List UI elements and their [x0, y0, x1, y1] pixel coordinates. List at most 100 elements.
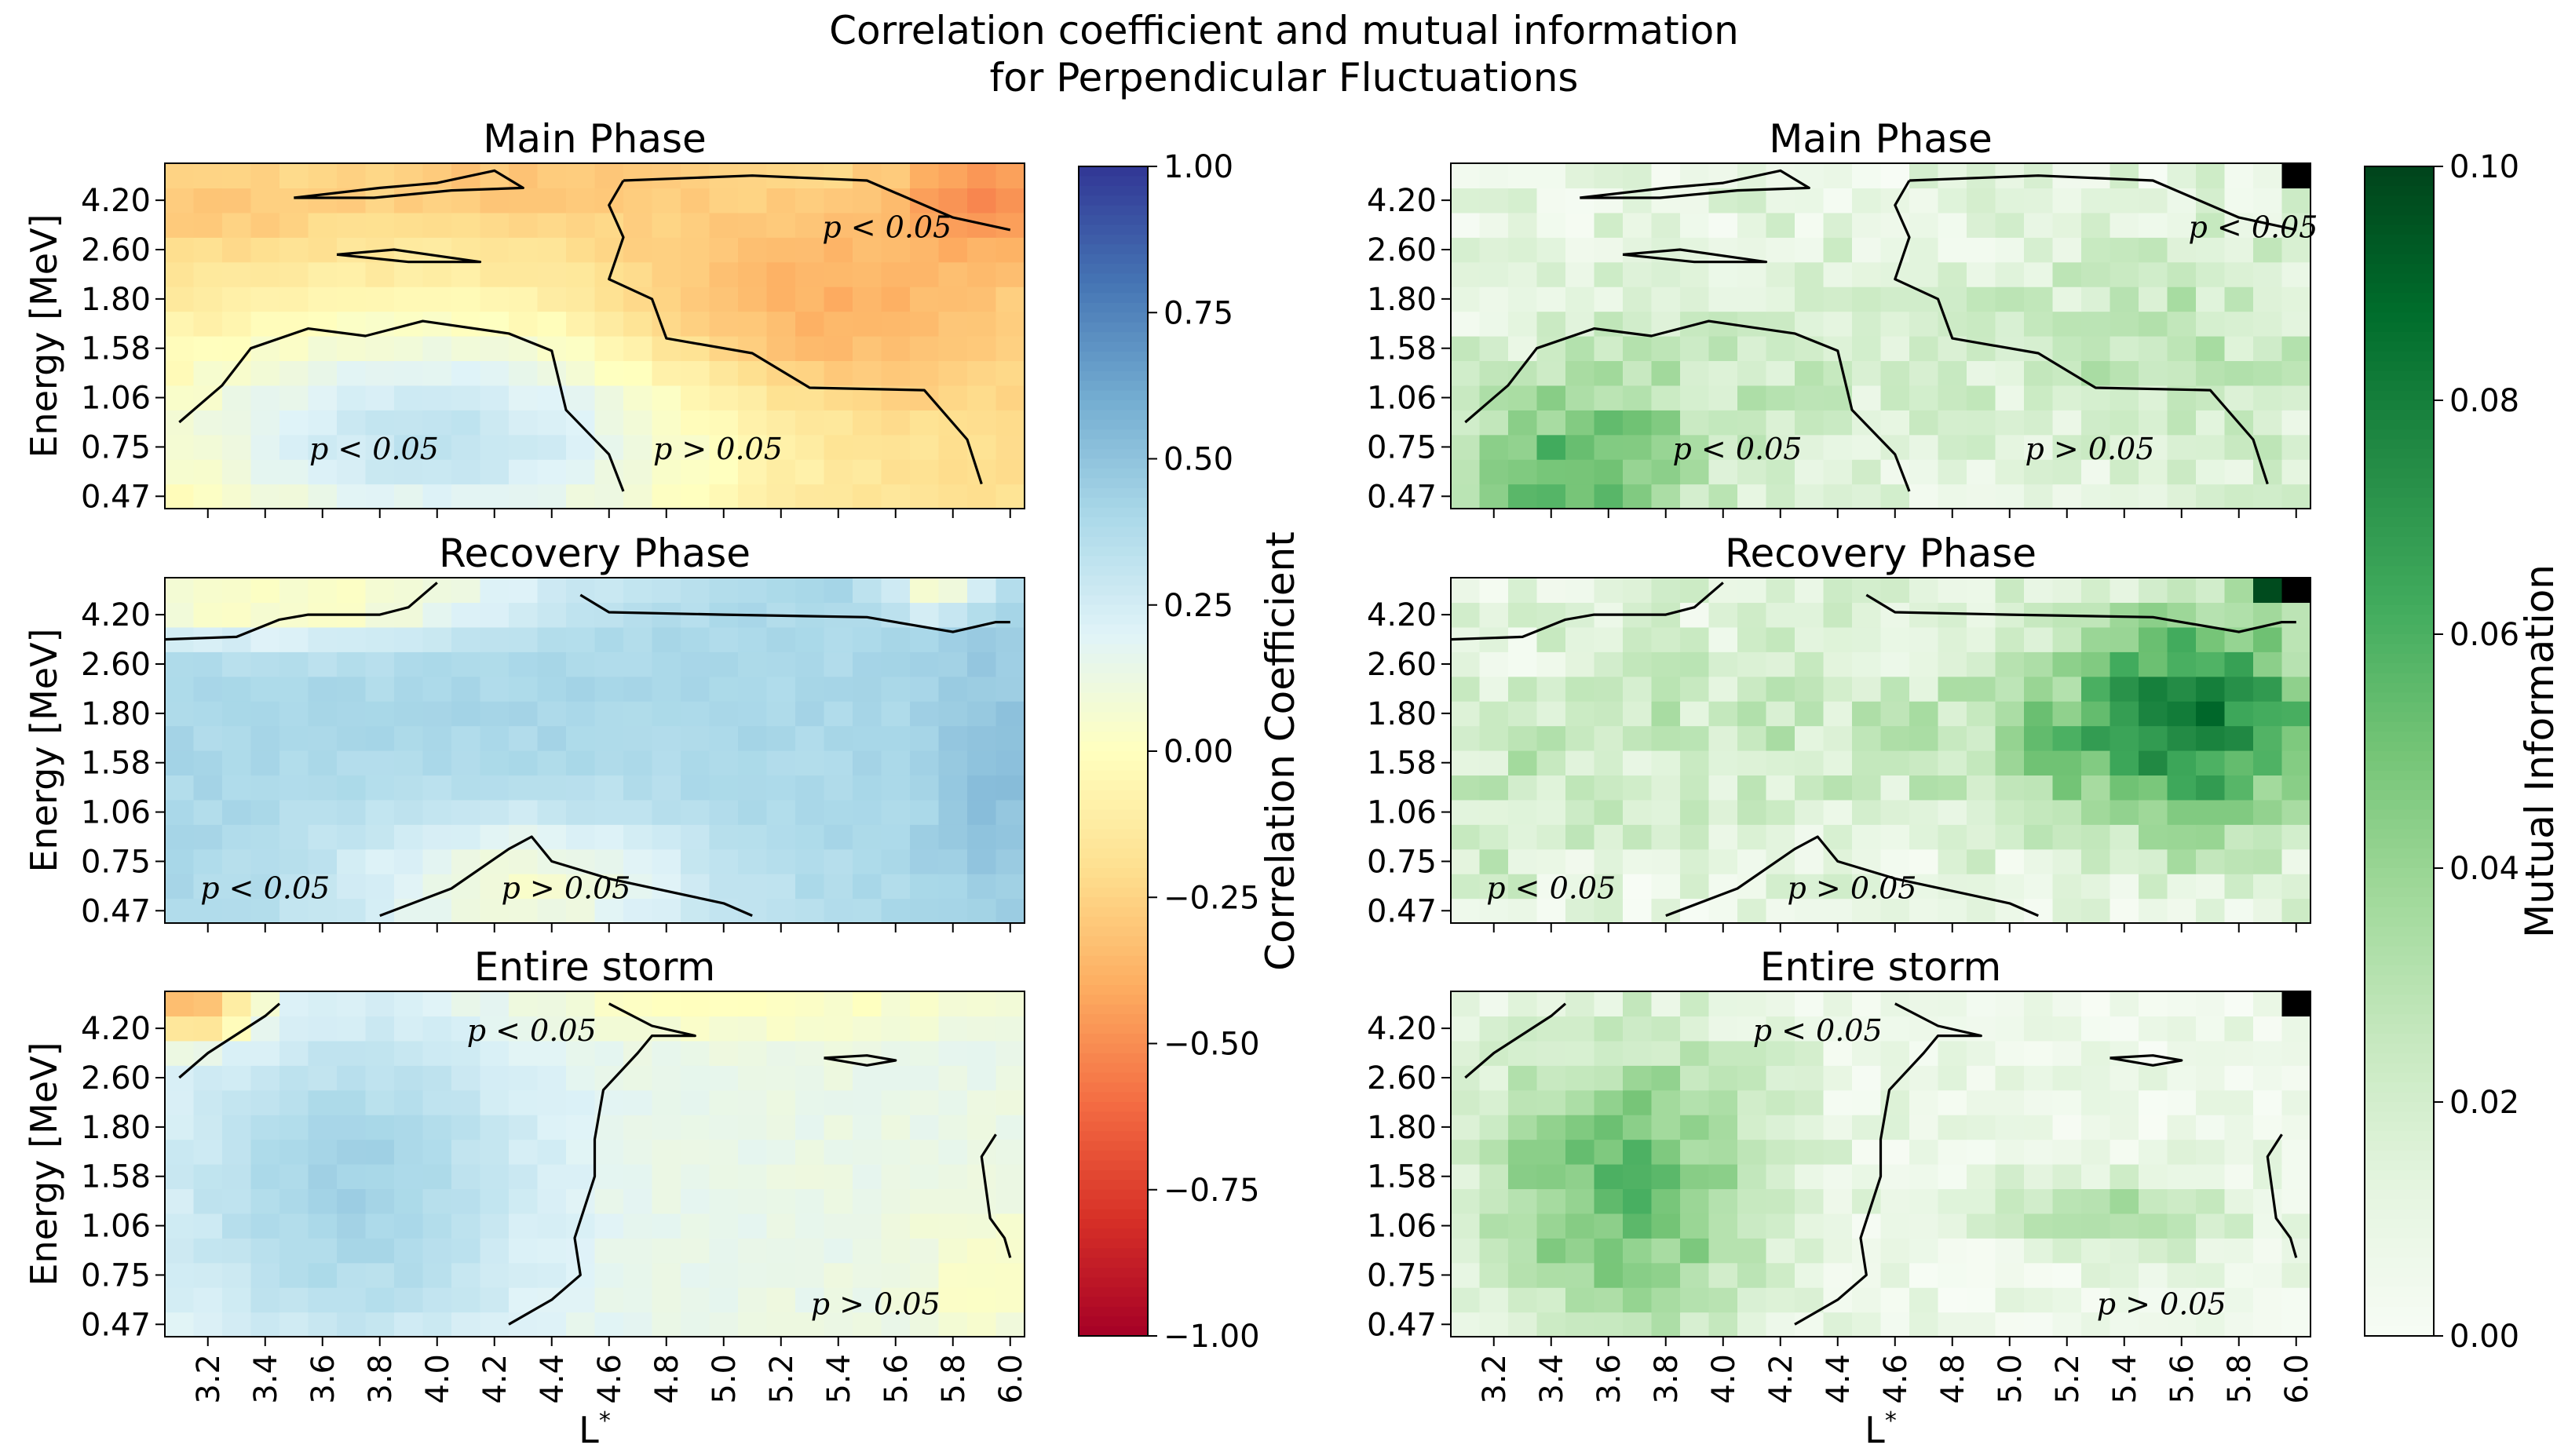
heatmap-cell: [2224, 484, 2254, 509]
heatmap-cell: [337, 1213, 367, 1239]
heatmap-cell: [766, 261, 796, 287]
significance-contour: [1909, 174, 2297, 232]
heatmap-cell: [165, 434, 195, 460]
heatmap-cell: [1967, 1238, 1996, 1264]
heatmap-cell: [1479, 578, 1509, 604]
heatmap-cell: [308, 434, 338, 460]
heatmap-cell: [1766, 775, 1795, 801]
panel-title: Main Phase: [483, 116, 707, 162]
heatmap-cell: [995, 824, 1025, 850]
heatmap-cell: [1823, 237, 1853, 263]
heatmap-cell: [165, 286, 195, 312]
colorbar-segment: [2365, 858, 2434, 869]
heatmap-cell: [250, 163, 280, 189]
colorbar-segment: [1079, 400, 1148, 411]
heatmap-cell: [709, 434, 739, 460]
heatmap-cell: [766, 1287, 796, 1313]
colorbar-segment: [2365, 429, 2434, 440]
heatmap-cell: [394, 434, 424, 460]
heatmap-cell: [681, 750, 710, 776]
heatmap-cell: [1852, 459, 1882, 485]
heatmap-cell: [1909, 848, 1939, 874]
heatmap-cell: [1995, 434, 2025, 460]
heatmap-cell: [365, 578, 395, 604]
heatmap-cell: [1508, 1089, 1538, 1115]
heatmap-cell: [422, 1312, 452, 1337]
heatmap-cell: [766, 848, 796, 874]
significance-label: p < 0.05: [822, 210, 952, 244]
heatmap-cell: [623, 578, 653, 604]
heatmap-cell: [795, 799, 825, 825]
heatmap-cell: [766, 1262, 796, 1288]
heatmap-cell: [681, 1238, 710, 1264]
heatmap-cell: [766, 578, 796, 604]
heatmap-cell: [2052, 459, 2082, 485]
heatmap-cell: [709, 991, 739, 1017]
heatmap-cell: [480, 1065, 510, 1091]
heatmap-cell: [308, 775, 338, 801]
heatmap-cell: [222, 725, 252, 751]
heatmap-cell: [738, 1016, 768, 1042]
heatmap-cell: [1938, 848, 1967, 874]
heatmap-cell: [2253, 750, 2283, 776]
heatmap-cell: [250, 725, 280, 751]
heatmap-cell: [681, 991, 710, 1017]
heatmap-cell: [1880, 410, 1910, 436]
heatmap-cell: [1795, 991, 1825, 1017]
heatmap-cell: [1880, 1213, 1910, 1239]
heatmap-cell: [566, 578, 596, 604]
heatmap-cell: [681, 237, 710, 263]
heatmap-cell: [222, 336, 252, 362]
heatmap-cell: [250, 1188, 280, 1214]
heatmap-cell: [995, 676, 1025, 702]
heatmap-cell: [1995, 385, 2025, 411]
heatmap-cell: [766, 725, 796, 751]
heatmap-cell: [2139, 1164, 2168, 1190]
heatmap-cell: [2110, 459, 2139, 485]
heatmap-cell: [1479, 1287, 1509, 1313]
heatmap-cell: [1508, 750, 1538, 776]
colorbar-segment: [2365, 1238, 2434, 1250]
colorbar-segment: [2365, 1072, 2434, 1083]
colorbar-segment: [1079, 644, 1148, 655]
heatmap-cell: [853, 1312, 882, 1337]
heatmap-cell: [1823, 261, 1853, 287]
colorbar-segment: [2365, 838, 2434, 849]
heatmap-cell: [537, 775, 567, 801]
heatmap-cell: [766, 1213, 796, 1239]
heatmap-cell: [222, 385, 252, 411]
heatmap-cell: [967, 1016, 997, 1042]
heatmap-cell: [2052, 848, 2082, 874]
heatmap-cell: [938, 898, 968, 924]
heatmap-cell: [2253, 360, 2283, 386]
heatmap-cell: [2167, 898, 2197, 924]
heatmap-cell: [1880, 311, 1910, 337]
heatmap-cell: [795, 286, 825, 312]
heatmap-cell: [1766, 626, 1795, 652]
heatmap-cell: [853, 1065, 882, 1091]
heatmap-cell: [2167, 578, 2197, 604]
heatmap-cell: [623, 1065, 653, 1091]
x-tick-label: 3.8: [363, 1354, 399, 1404]
heatmap-cell: [193, 1312, 223, 1337]
heatmap-cell: [910, 651, 940, 677]
heatmap-cell: [509, 602, 539, 628]
colorbar-tick-label: 0.08: [2449, 383, 2519, 419]
heatmap-cell: [1995, 1164, 2025, 1190]
heatmap-cell: [480, 1262, 510, 1288]
heatmap-cell: [681, 626, 710, 652]
colorbar-segment: [2365, 1209, 2434, 1220]
heatmap-cell: [795, 676, 825, 702]
heatmap-cell: [193, 626, 223, 652]
colorbar-segment: [2365, 1102, 2434, 1113]
colorbar-segment: [1079, 829, 1148, 840]
heatmap-cell: [1479, 1213, 1509, 1239]
heatmap-cell: [623, 1089, 653, 1115]
heatmap-cell: [2281, 578, 2311, 604]
colorbar-segment: [2365, 566, 2434, 577]
heatmap-cell: [1594, 286, 1624, 312]
heatmap-cell: [2196, 1089, 2226, 1115]
heatmap-cell: [2052, 824, 2082, 850]
significance-contour: [608, 180, 983, 485]
heatmap-cell: [2081, 1188, 2111, 1214]
